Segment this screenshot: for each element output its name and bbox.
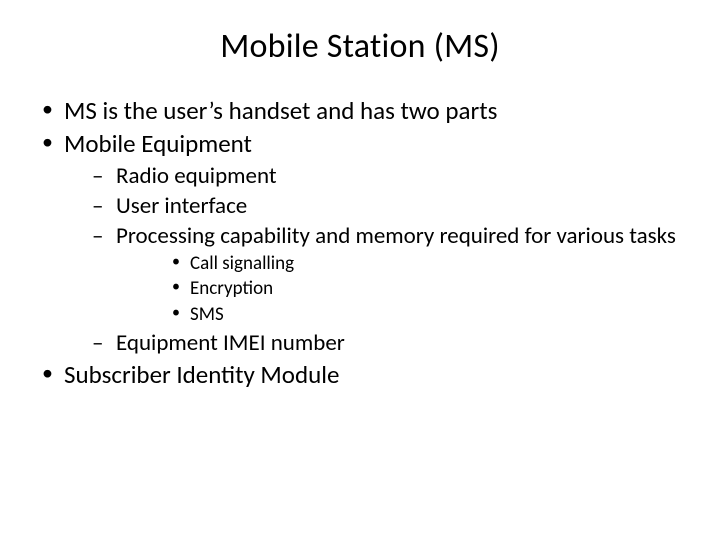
bullet-text: User interface — [116, 192, 247, 220]
bullet-text: Subscriber Identity Module — [64, 359, 339, 390]
bullet-list-lvl2: Radio equipment User interface Processin… — [64, 162, 684, 357]
bullet-text: Radio equipment — [116, 162, 277, 190]
bullet-lvl3: Encryption — [168, 277, 684, 301]
bullet-text: MS is the user’s handset and has two par… — [64, 95, 497, 126]
bullet-text: Equipment IMEI number — [116, 329, 345, 357]
bullet-lvl2: Processing capability and memory require… — [88, 222, 684, 327]
bullet-list-lvl1: MS is the user’s handset and has two par… — [36, 95, 684, 390]
bullet-text: SMS — [190, 303, 224, 326]
bullet-text: Call signalling — [190, 252, 294, 275]
bullet-lvl3: Call signalling — [168, 252, 684, 276]
bullet-lvl1: Mobile Equipment Radio equipment User in… — [36, 128, 684, 357]
bullet-text: Mobile Equipment — [64, 128, 252, 159]
bullet-lvl2: User interface — [88, 192, 684, 220]
bullet-lvl2: Equipment IMEI number — [88, 329, 684, 357]
bullet-lvl3: SMS — [168, 303, 684, 327]
bullet-list-lvl3: Call signalling Encryption SMS — [116, 252, 684, 327]
bullet-lvl1: MS is the user’s handset and has two par… — [36, 95, 684, 126]
slide: Mobile Station (MS) MS is the user’s han… — [0, 0, 720, 540]
bullet-lvl2: Radio equipment — [88, 162, 684, 190]
bullet-lvl1: Subscriber Identity Module — [36, 359, 684, 390]
bullet-text: Processing capability and memory require… — [116, 222, 676, 250]
slide-title: Mobile Station (MS) — [36, 26, 684, 67]
bullet-text: Encryption — [190, 277, 273, 300]
